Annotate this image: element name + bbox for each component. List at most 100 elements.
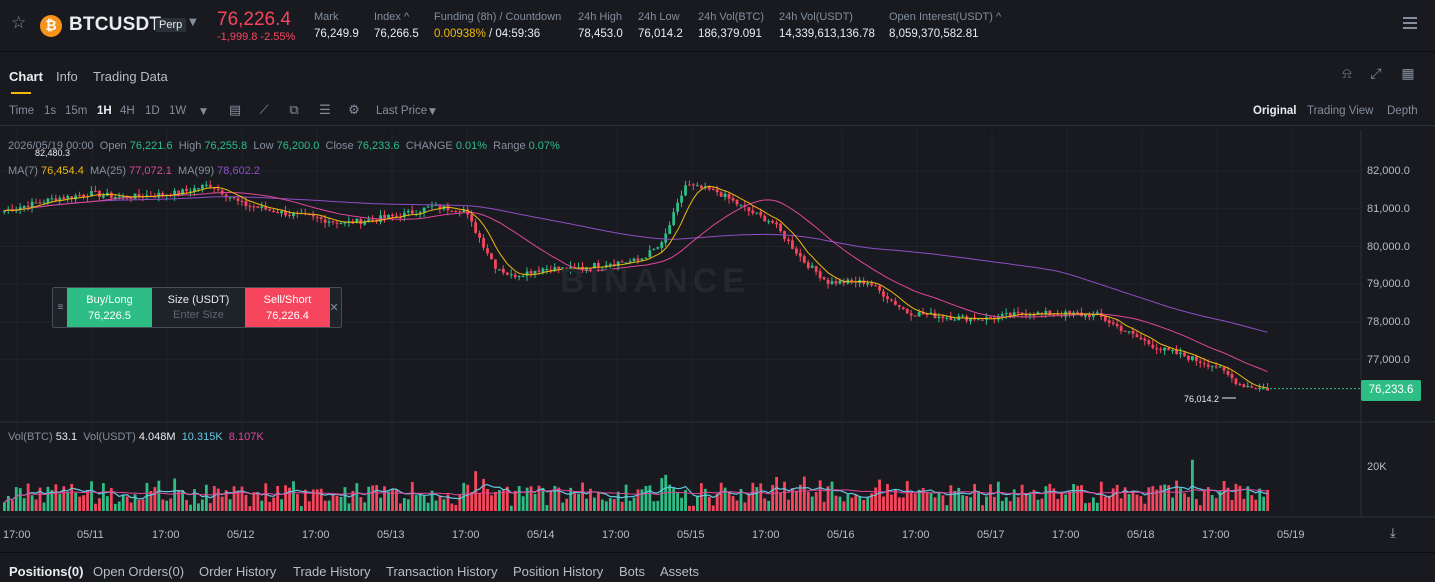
volume-bar [529, 486, 533, 511]
volume-bar [1230, 499, 1234, 511]
stat-open-interest[interactable]: Open Interest(USDT) ^ 8,059,370,582.81 [889, 11, 1001, 40]
volume-bar [363, 502, 367, 511]
volume-bar [296, 494, 299, 511]
candle-body [996, 316, 1000, 320]
tab-order-history[interactable]: Order History [199, 564, 277, 579]
candle-body [937, 316, 941, 319]
candlestick-chart[interactable] [0, 130, 1435, 552]
volume-bar [517, 486, 521, 511]
interval-15m[interactable]: 15m [65, 105, 88, 117]
interval-time[interactable]: Time [9, 105, 35, 117]
candle-body [54, 198, 58, 202]
candle-body [422, 207, 426, 213]
y-axis-label: 78,000.0 [1367, 316, 1410, 328]
candle-body [529, 271, 533, 274]
candle-body [236, 198, 240, 201]
tab-bots[interactable]: Bots [619, 564, 646, 579]
settings-sliders-icon[interactable]: ☰ [319, 103, 331, 118]
stat-24h-high: 24h High 78,453.0 [578, 11, 623, 40]
candle-body [763, 215, 767, 222]
fullscreen-icon[interactable]: ⤢ [1370, 66, 1382, 82]
volume-bar [240, 486, 244, 511]
tab-trade-history[interactable]: Trade History [293, 564, 371, 579]
candle-body [787, 239, 790, 241]
symbol-name[interactable]: BTCUSDT [69, 14, 162, 35]
volume-bar [838, 496, 842, 511]
x-axis-label: 05/15 [677, 529, 705, 541]
more-intervals-dropdown-icon[interactable]: ▼ [200, 107, 207, 117]
volume-bar [34, 499, 38, 511]
volume-bar [882, 496, 885, 511]
volume-bar [913, 493, 917, 511]
candle-body [359, 218, 363, 224]
volume-bar [501, 490, 505, 511]
candle-body [224, 194, 228, 198]
price-type-dropdown-icon[interactable]: ▼ [429, 107, 436, 117]
calendar-icon[interactable]: ▤ [228, 103, 242, 118]
sell-short-button[interactable]: Sell/Short 76,226.4 [245, 288, 330, 327]
bell-icon[interactable]: ⍾ [1342, 66, 1352, 82]
tab-position-history[interactable]: Position History [513, 564, 604, 579]
candle-body [383, 214, 386, 218]
volume-bar [30, 495, 34, 511]
volume-bar [850, 497, 854, 511]
volume-bar [806, 491, 810, 511]
view-original[interactable]: Original [1253, 105, 1297, 117]
size-input[interactable] [155, 309, 242, 321]
tab-transaction-history[interactable]: Transaction History [386, 564, 498, 579]
tab-chart[interactable]: Chart [9, 69, 43, 84]
chart-type-icon[interactable]: ⧉ [289, 103, 299, 118]
interval-1s[interactable]: 1s [44, 105, 57, 117]
candle-body [58, 198, 62, 202]
candle-body [1266, 387, 1270, 391]
gear-icon[interactable]: ⚙ [348, 103, 360, 118]
layout-grid-icon[interactable]: ▦ [1401, 66, 1415, 82]
buy-long-button[interactable]: Buy/Long 76,226.5 [67, 288, 152, 327]
volume-bar [699, 483, 703, 511]
volume-bar [1048, 483, 1052, 511]
x-axis-label: 17:00 [1202, 529, 1230, 541]
volume-bar [533, 493, 537, 511]
funding-rate: 0.00938% [434, 28, 486, 40]
interval-1d[interactable]: 1D [145, 105, 160, 117]
volume-bar [1095, 502, 1099, 511]
candle-body [977, 319, 980, 321]
interval-1w[interactable]: 1W [169, 105, 187, 117]
tab-open-orders[interactable]: Open Orders(0) [93, 564, 185, 579]
tab-positions[interactable]: Positions(0) [9, 564, 84, 579]
change-value: 0.01% [455, 140, 488, 152]
volume-bar [331, 494, 335, 511]
candle-body [375, 219, 379, 222]
candle-body [545, 269, 549, 271]
candle-body [1175, 349, 1178, 355]
volume-bar [121, 494, 125, 511]
price-type-selector[interactable]: Last Price [376, 105, 428, 117]
volume-bar [969, 497, 973, 511]
tab-trading-data[interactable]: Trading Data [93, 69, 168, 84]
stat-index[interactable]: Index ^ 76,266.5 [374, 11, 419, 40]
candle-body [490, 253, 493, 260]
close-value: 76,233.6 [356, 140, 400, 152]
candle-body [1254, 388, 1258, 390]
interval-1h[interactable]: 1H [97, 105, 112, 117]
scroll-to-end-icon[interactable]: ⤓ [1390, 526, 1396, 541]
view-trading-view[interactable]: Trading View [1307, 105, 1374, 117]
candle-body [1191, 356, 1194, 361]
favorite-star-icon[interactable]: ☆ [11, 13, 27, 33]
candle-body [1032, 314, 1036, 316]
symbol-dropdown-icon[interactable]: ▼ [189, 17, 197, 28]
indicator-icon[interactable]: ⟋ [259, 103, 269, 118]
x-axis-label: 17:00 [752, 529, 780, 541]
menu-icon[interactable] [1403, 17, 1417, 29]
tab-assets[interactable]: Assets [660, 564, 700, 579]
drag-handle-icon[interactable]: ≡ [57, 302, 64, 313]
volume-bar [779, 493, 782, 511]
tab-info[interactable]: Info [56, 69, 78, 84]
interval-4h[interactable]: 4H [120, 105, 135, 117]
close-icon[interactable]: ✕ [329, 301, 339, 314]
volume-bar [692, 505, 695, 511]
view-depth[interactable]: Depth [1387, 105, 1418, 117]
chart-area[interactable] [0, 130, 1435, 552]
candle-body [343, 221, 347, 224]
candle-body [751, 210, 755, 214]
